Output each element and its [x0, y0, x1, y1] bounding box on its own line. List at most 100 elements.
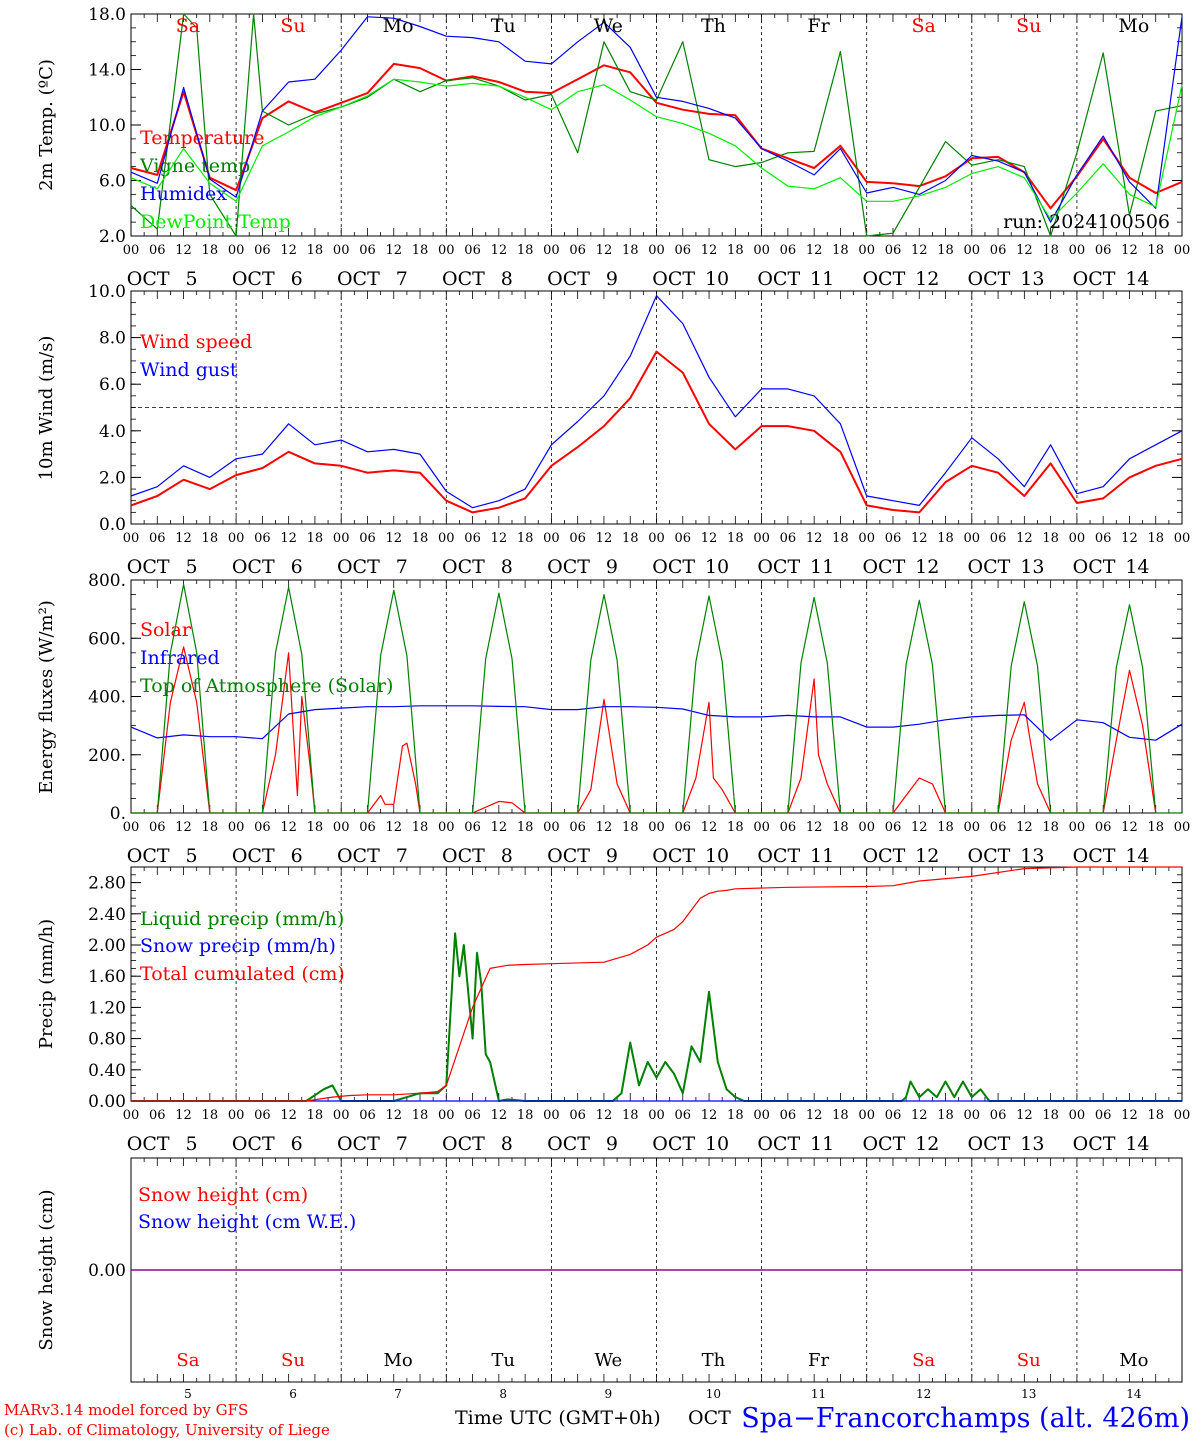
date-month-label: OCT	[652, 1133, 695, 1155]
date-month-label: OCT	[652, 268, 695, 290]
dow-label: Sa	[176, 15, 200, 37]
date-day-label: 13	[1020, 268, 1044, 290]
hour-tick-label: 12	[596, 243, 613, 258]
y-tick-label: 10.0	[88, 282, 126, 302]
hour-tick-label: 12	[280, 1108, 297, 1123]
panel-3: 0. 200. 400. 600. 800. Energy fluxes (W/m²) So…	[36, 571, 1190, 867]
hour-tick-label: 06	[990, 531, 1007, 546]
hour-tick-label: 06	[359, 243, 376, 258]
y-tick-label: 2.80	[88, 874, 126, 894]
hour-tick-label: 00	[123, 243, 140, 258]
hour-tick-label: 06	[780, 531, 797, 546]
date-day-label: 6	[291, 556, 303, 578]
hour-tick-label: 00	[964, 820, 981, 835]
hour-tick-label: 06	[254, 1108, 271, 1123]
hour-tick-label: 06	[675, 243, 692, 258]
hour-tick-label: 18	[307, 243, 324, 258]
hour-tick-label: 12	[596, 1108, 613, 1123]
hour-tick-label: 12	[1016, 243, 1033, 258]
dow-label: Mo	[1119, 1350, 1148, 1371]
dow-label: Sa	[176, 1350, 199, 1371]
date-day-label: 7	[396, 845, 408, 867]
day-number-label: 6	[289, 1387, 297, 1401]
hour-tick-label: 12	[806, 820, 823, 835]
hour-tick-label: 12	[280, 820, 297, 835]
hour-tick-label: 00	[858, 1108, 875, 1123]
y-axis-label: Precip (mm/h)	[36, 919, 57, 1049]
hour-tick-label: 00	[1174, 531, 1191, 546]
hour-tick-label: 12	[280, 243, 297, 258]
dow-label: Su	[281, 1350, 305, 1371]
series-line	[130, 705, 1183, 741]
hour-tick-label: 00	[753, 820, 770, 835]
date-day-label: 10	[705, 268, 729, 290]
hour-tick-label: 00	[1174, 243, 1191, 258]
hour-tick-label: 06	[359, 820, 376, 835]
hour-tick-label: 18	[202, 531, 219, 546]
hour-tick-label: 18	[202, 820, 219, 835]
hour-tick-label: 12	[596, 531, 613, 546]
date-month-label: OCT	[1073, 268, 1116, 290]
date-month-label: OCT	[442, 268, 485, 290]
hour-tick-label: 12	[491, 820, 508, 835]
hour-tick-label: 00	[228, 1108, 245, 1123]
panel-2: 0.0 2.0 4.0 6.0 8.0 10.0 10m Wind (m/s) Wind sp…	[36, 282, 1190, 578]
date-day-label: 7	[396, 556, 408, 578]
hour-tick-label: 18	[1042, 531, 1059, 546]
hour-tick-label: 18	[202, 1108, 219, 1123]
hour-tick-label: 00	[964, 531, 981, 546]
hour-tick-label: 06	[675, 1108, 692, 1123]
date-day-label: 11	[810, 1133, 834, 1155]
hour-tick-label: 00	[753, 243, 770, 258]
dow-label: We	[594, 1350, 622, 1371]
dow-label: Su	[1017, 1350, 1041, 1371]
date-month-label: OCT	[127, 268, 170, 290]
hour-tick-label: 06	[149, 1108, 166, 1123]
hour-tick-label: 12	[911, 531, 928, 546]
date-day-label: 10	[705, 556, 729, 578]
hour-tick-label: 12	[1121, 1108, 1138, 1123]
date-day-label: 14	[1125, 845, 1149, 867]
y-tick-label: 2.00	[88, 936, 126, 956]
day-number-label: 12	[916, 1387, 931, 1401]
y-tick-label: 1.60	[88, 967, 126, 987]
hour-tick-label: 12	[806, 531, 823, 546]
date-day-label: 14	[1125, 1133, 1149, 1155]
y-tick-label: 0.40	[88, 1061, 126, 1081]
date-day-label: 12	[915, 845, 939, 867]
date-month-label: OCT	[547, 268, 590, 290]
y-tick-label: 200.	[88, 746, 126, 766]
hour-tick-label: 06	[149, 531, 166, 546]
date-month-label: OCT	[757, 556, 800, 578]
hour-tick-label: 18	[307, 1108, 324, 1123]
hour-tick-label: 18	[727, 243, 744, 258]
date-day-label: 8	[501, 845, 513, 867]
hour-tick-label: 12	[491, 531, 508, 546]
date-month-label: OCT	[862, 845, 905, 867]
hour-tick-label: 00	[333, 820, 350, 835]
date-month-label: OCT	[968, 1133, 1011, 1155]
hour-tick-label: 12	[175, 531, 192, 546]
hour-tick-label: 18	[622, 531, 639, 546]
hour-tick-label: 18	[832, 243, 849, 258]
date-month-label: OCT	[757, 845, 800, 867]
hour-tick-label: 00	[543, 531, 560, 546]
date-day-label: 14	[1125, 268, 1149, 290]
hour-tick-label: 00	[1069, 820, 1086, 835]
hour-tick-label: 06	[885, 820, 902, 835]
hour-tick-label: 06	[1095, 243, 1112, 258]
hour-tick-label: 18	[517, 531, 534, 546]
hour-tick-label: 00	[228, 531, 245, 546]
date-month-label: OCT	[862, 1133, 905, 1155]
hour-tick-label: 06	[1095, 531, 1112, 546]
date-day-label: 9	[606, 556, 618, 578]
dow-label: Tu	[491, 1350, 515, 1371]
date-month-label: OCT	[652, 845, 695, 867]
run-annotation: run: 2024100506	[1003, 211, 1170, 233]
hour-tick-label: 06	[885, 531, 902, 546]
hour-tick-label: 12	[701, 1108, 718, 1123]
dow-label: Mo	[1118, 15, 1149, 37]
hour-tick-label: 18	[517, 1108, 534, 1123]
series-line	[131, 932, 1182, 1102]
dow-label: Fr	[807, 15, 830, 37]
